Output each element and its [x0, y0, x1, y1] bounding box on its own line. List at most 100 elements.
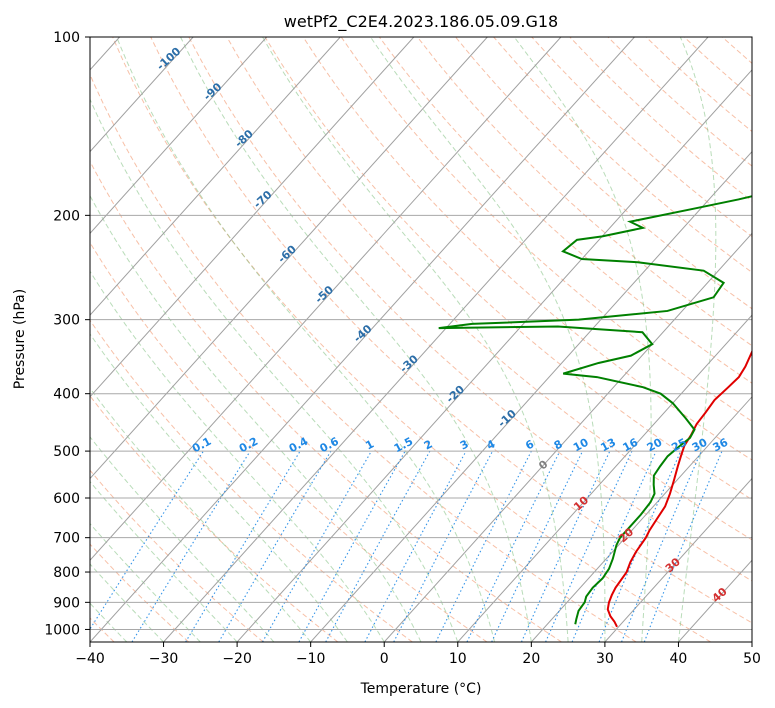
isotherm: [163, 37, 709, 642]
dry-adiabat: [493, 37, 752, 274]
y-axis: 100 200 300 400 500 600 700 800 900 1000: [44, 30, 90, 638]
x-tick-label: 0: [380, 651, 389, 667]
moist-adiabat: [90, 522, 201, 642]
moist-adiabat: [90, 270, 385, 642]
mixing-ratio-line: [364, 450, 467, 642]
mixing-ratio-line: [491, 450, 584, 642]
y-tick-label: 1000: [44, 622, 80, 638]
dry-adiabat: [112, 37, 712, 642]
isotherm-label: -100: [154, 45, 183, 73]
dry-adiabat: [90, 395, 339, 642]
dry-adiabat: [302, 37, 752, 461]
y-axis-title: Pressure (hPa): [12, 289, 28, 389]
mixing-ratio-line: [325, 450, 431, 642]
mixing-ratio-line: [466, 450, 561, 642]
mixing-ratio-label: 36: [711, 436, 731, 455]
moist-adiabat: [370, 37, 606, 642]
isotherm-label: -70: [251, 188, 275, 211]
x-axis-title: Temperature (°C): [360, 681, 482, 697]
x-tick-label: 30: [596, 651, 614, 667]
isotherm-label: -10: [495, 407, 519, 430]
x-tick-label: −40: [75, 651, 105, 667]
moist-adiabat: [90, 98, 459, 642]
mixing-ratio-label: 8: [552, 437, 565, 452]
x-tick-label: −30: [149, 651, 179, 667]
isotherm: [383, 232, 752, 642]
dry-adiabat: [90, 241, 488, 642]
mixing-ratio-line: [571, 450, 657, 642]
series-line: [606, 349, 752, 628]
x-tick-label: −20: [222, 651, 252, 667]
isotherm: [310, 150, 752, 642]
mixing-ratio-label: 2: [422, 437, 435, 452]
mixing-ratio-line: [621, 450, 702, 642]
y-tick-label: 800: [53, 565, 80, 581]
mixing-ratio-line: [598, 450, 682, 642]
x-tick-label: −10: [296, 651, 326, 667]
moist-adiabat: [90, 194, 422, 642]
isotherm-label: -60: [275, 243, 299, 266]
dry-adiabat: [645, 37, 752, 133]
x-axis: −40 −30 −20 −10 0 10 20 30 40 50: [75, 642, 761, 667]
moist-adiabat: [90, 436, 275, 642]
moist-adiabat: [677, 37, 717, 642]
gridlines: [90, 37, 752, 630]
dry-adiabat: [607, 37, 752, 167]
mixing-ratio-label: 0.4: [287, 435, 311, 456]
isotherm: [90, 37, 488, 480]
moist-adiabat: [116, 37, 496, 642]
mixing-ratio-line: [393, 450, 494, 642]
y-tick-label: 100: [53, 30, 80, 46]
moist-adiabat: [262, 37, 569, 642]
mixing-ratio-line: [131, 450, 251, 642]
x-tick-label: 10: [449, 651, 467, 667]
mixing-ratio-label: 25: [669, 436, 689, 455]
moist-adiabat: [90, 333, 348, 642]
isotherm: [90, 37, 341, 316]
isotherm: [604, 477, 752, 642]
y-tick-label: 500: [53, 444, 80, 460]
mixing-ratio-label: 13: [598, 436, 618, 455]
isotherm: [751, 641, 752, 642]
mixing-ratio-label: 30: [690, 436, 710, 455]
x-tick-label: 40: [670, 651, 688, 667]
mixing-ratio-line: [643, 450, 723, 642]
isotherm: [90, 37, 635, 642]
isotherm-label: -50: [313, 283, 337, 306]
isotherm: [678, 559, 752, 642]
dry-adiabat: [150, 37, 752, 624]
isotherm-label: -20: [444, 383, 468, 406]
dry-adiabat: [760, 37, 775, 642]
x-tick-label: 20: [522, 651, 540, 667]
moist-adiabat: [90, 480, 238, 642]
isotherm: [90, 37, 415, 398]
plot-frame: [89, 36, 753, 643]
isotherm: [236, 69, 752, 642]
mixing-ratio-label: 10: [571, 436, 591, 455]
y-tick-label: 200: [53, 208, 80, 224]
mixing-ratio-line: [298, 450, 406, 642]
y-tick-label: 600: [53, 491, 80, 507]
mixing-ratio-line: [545, 450, 633, 642]
dry-adiabat: [90, 73, 637, 642]
moist-adiabat: [513, 37, 652, 642]
dry-adiabat: [378, 37, 752, 384]
y-tick-label: 900: [53, 595, 80, 611]
y-tick-label: 300: [53, 313, 80, 329]
series-group: [438, 195, 752, 628]
dry-adiabat: [340, 37, 752, 422]
mixing-ratio-line: [90, 450, 204, 631]
isotherm: [457, 314, 752, 642]
dry-adiabat: [90, 469, 264, 642]
mixing-ratio-line: [185, 450, 301, 642]
dry-adiabat: [455, 37, 752, 310]
isotherm: [530, 396, 752, 642]
moist-adiabat: [90, 387, 312, 642]
dry-adiabat: [264, 37, 752, 501]
chart-title: wetPf2_C2E4.2023.186.05.09.G18: [284, 12, 558, 32]
mixing-ratio-line: [435, 450, 532, 642]
mixing-ratio-label: 0.1: [190, 435, 213, 456]
isotherm-label: -30: [397, 352, 421, 375]
y-tick-label: 700: [53, 531, 80, 547]
